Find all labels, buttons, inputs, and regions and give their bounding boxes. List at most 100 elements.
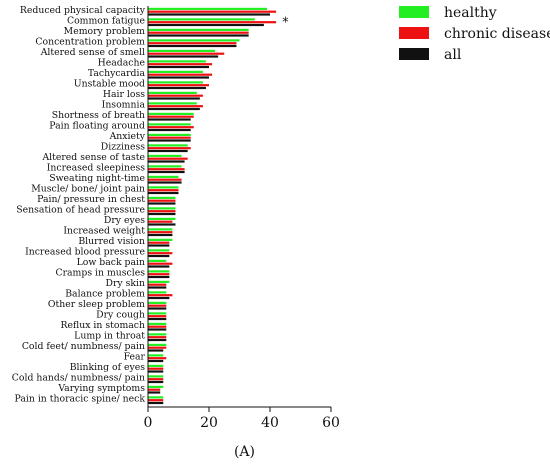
- bar-healthy-sweating-night-time: [148, 175, 179, 178]
- bar-chronic-disease-varying-symptoms: [148, 388, 161, 391]
- bar-chronic-disease-fear: [148, 357, 167, 360]
- category-label-pain-pressure-in-chest: Pain/ pressure in chest: [37, 194, 145, 205]
- bar-all-low-back-pain: [148, 265, 170, 268]
- category-label-cold-hands-numbness-pain: Cold hands/ numbness/ pain: [12, 373, 145, 384]
- category-label-memory-problem: Memory problem: [64, 26, 146, 37]
- category-label-cramps-in-muscles: Cramps in muscles: [55, 268, 145, 279]
- category-label-balance-problem: Balance problem: [65, 289, 145, 300]
- legend-label-healthy: healthy: [444, 5, 497, 21]
- bar-all-increased-sleepiness: [148, 170, 185, 174]
- category-label-low-back-pain: Low back pain: [77, 257, 145, 268]
- bar-chronic-disease-dizziness: [148, 147, 191, 150]
- category-label-tachycardia: Tachycardia: [88, 68, 146, 79]
- category-label-dry-skin: Dry skin: [106, 278, 145, 289]
- category-label-headache: Headache: [98, 58, 146, 69]
- bar-all-dry-cough: [148, 317, 167, 321]
- bar-healthy-dizziness: [148, 144, 188, 147]
- bar-all-dry-eyes: [148, 223, 176, 226]
- bar-healthy-other-sleep-problem: [148, 301, 167, 304]
- category-label-blurred-vision: Blurred vision: [78, 236, 145, 247]
- bar-chronic-disease-balance-problem: [148, 294, 173, 297]
- category-label-sweating-night-time: Sweating night-time: [49, 173, 145, 184]
- bar-healthy-increased-blood-pressure: [148, 249, 170, 252]
- category-label-sensation-of-head-pressure: Sensation of head pressure: [16, 205, 145, 216]
- category-label-unstable-mood: Unstable mood: [74, 79, 145, 90]
- bar-chronic-disease-unstable-mood: [148, 84, 209, 87]
- bar-all-cold-hands-numbness-pain: [148, 380, 164, 384]
- category-label-lump-in-throat: Lump in throat: [74, 331, 145, 342]
- bar-healthy-common-fatigue: [148, 18, 255, 21]
- bar-healthy-low-back-pain: [148, 259, 167, 262]
- panel-label: (A): [234, 444, 255, 460]
- bar-healthy-concentration-problem: [148, 39, 240, 42]
- bar-all-muscle-bone-joint-pain: [148, 191, 179, 195]
- bar-healthy-increased-weight: [148, 228, 173, 231]
- bar-all-balance-problem: [148, 296, 170, 300]
- bar-all-concentration-problem: [148, 44, 237, 48]
- bar-healthy-hair-loss: [148, 91, 197, 94]
- category-label-dizziness: Dizziness: [101, 142, 145, 153]
- bar-chronic-disease-shortness-of-breath: [148, 115, 194, 118]
- bar-all-anxiety: [148, 139, 191, 142]
- bar-all-pain-pressure-in-chest: [148, 202, 176, 205]
- bar-all-pain-floating-around: [148, 128, 191, 132]
- bar-all-common-fatigue: [148, 23, 264, 27]
- legend-label-chronic-disease: chronic disease: [444, 26, 550, 42]
- bar-chronic-disease-blurred-vision: [148, 241, 170, 244]
- bar-chronic-disease-cold-feet-numbness-pain: [148, 346, 167, 349]
- bar-healthy-cold-feet-numbness-pain: [148, 343, 167, 346]
- category-label-reduced-physical-capacity: Reduced physical capacity: [20, 5, 146, 16]
- legend-swatch-chronic-disease: [399, 27, 429, 39]
- bar-healthy-blurred-vision: [148, 238, 173, 241]
- legend-swatch-healthy: [399, 6, 429, 18]
- bar-all-insomnia: [148, 107, 200, 111]
- bar-healthy-pain-in-thoracic-spine-neck: [148, 396, 164, 399]
- category-label-increased-sleepiness: Increased sleepiness: [47, 163, 145, 174]
- category-label-pain-floating-around: Pain floating around: [49, 121, 145, 132]
- bar-chronic-disease-hair-loss: [148, 94, 203, 97]
- bar-all-altered-sense-of-taste: [148, 160, 185, 163]
- bar-all-unstable-mood: [148, 86, 206, 90]
- bar-chronic-disease-altered-sense-of-taste: [148, 157, 188, 160]
- bar-healthy-lump-in-throat: [148, 333, 167, 336]
- bar-all-headache: [148, 65, 209, 69]
- bar-all-pain-in-thoracic-spine-neck: [148, 401, 164, 405]
- bar-chronic-disease-low-back-pain: [148, 262, 173, 265]
- bar-healthy-dry-eyes: [148, 217, 176, 220]
- bar-chronic-disease-memory-problem: [148, 31, 249, 34]
- bar-all-varying-symptoms: [148, 391, 161, 394]
- bar-all-reduced-physical-capacity: [148, 13, 270, 16]
- bar-chronic-disease-dry-eyes: [148, 220, 173, 223]
- bar-chronic-disease-pain-floating-around: [148, 126, 194, 129]
- bar-chronic-disease-increased-sleepiness: [148, 168, 185, 171]
- category-label-increased-weight: Increased weight: [63, 226, 145, 237]
- category-label-common-fatigue: Common fatigue: [67, 16, 146, 27]
- bar-all-dry-skin: [148, 286, 167, 289]
- bar-chronic-disease-blinking-of-eyes: [148, 367, 164, 370]
- bar-chronic-disease-dry-cough: [148, 315, 167, 318]
- category-label-anxiety: Anxiety: [109, 131, 146, 142]
- category-label-shortness-of-breath: Shortness of breath: [52, 110, 145, 121]
- bar-healthy-pain-pressure-in-chest: [148, 196, 176, 199]
- bar-healthy-dry-skin: [148, 280, 170, 283]
- bar-all-altered-sense-of-smell: [148, 55, 219, 58]
- category-label-insomnia: Insomnia: [102, 100, 146, 111]
- bar-healthy-anxiety: [148, 133, 191, 136]
- bar-all-sweating-night-time: [148, 181, 182, 184]
- category-label-concentration-problem: Concentration problem: [35, 37, 145, 48]
- bar-all-shortness-of-breath: [148, 118, 191, 121]
- bar-healthy-shortness-of-breath: [148, 112, 194, 115]
- category-label-varying-symptoms: Varying symptoms: [57, 383, 145, 394]
- bar-healthy-increased-sleepiness: [148, 165, 182, 168]
- bar-healthy-fear: [148, 354, 164, 357]
- bar-chronic-disease-cramps-in-muscles: [148, 273, 170, 276]
- bar-healthy-sensation-of-head-pressure: [148, 207, 176, 210]
- bar-chronic-disease-cold-hands-numbness-pain: [148, 378, 164, 381]
- bar-chronic-disease-headache: [148, 63, 213, 66]
- bar-all-other-sleep-problem: [148, 307, 167, 310]
- bar-chronic-disease-pain-pressure-in-chest: [148, 199, 176, 202]
- bar-all-increased-blood-pressure: [148, 254, 170, 258]
- bar-all-hair-loss: [148, 97, 200, 100]
